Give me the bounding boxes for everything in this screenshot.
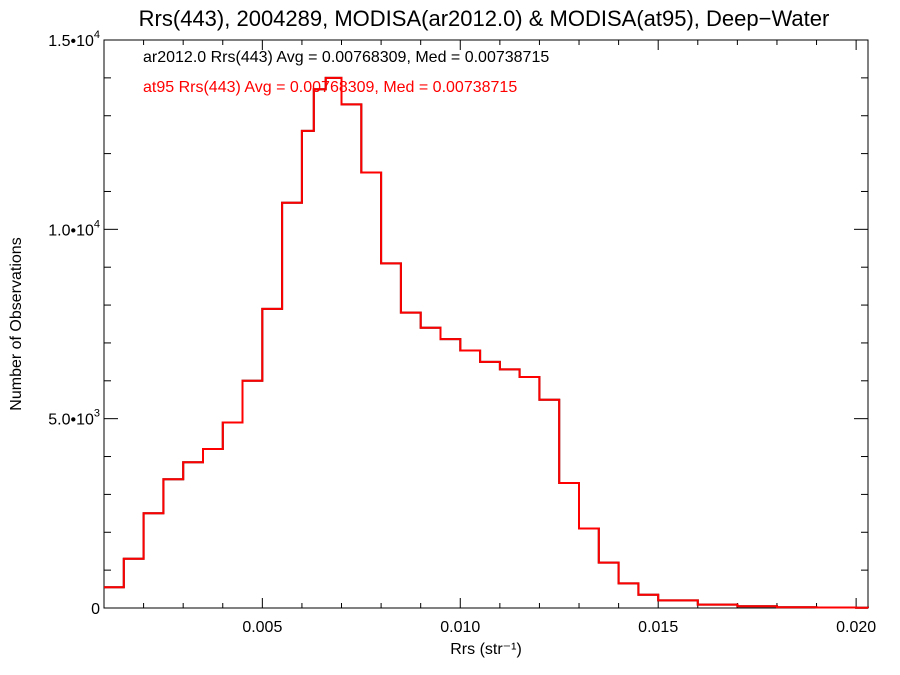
y-tick-label: 1.5•104 (48, 29, 100, 50)
x-tick-label: 0.015 (638, 619, 678, 636)
y-tick-label: 0 (91, 601, 100, 618)
series-line-0 (104, 76, 869, 609)
x-tick-label: 0.020 (836, 619, 876, 636)
x-tick-label: 0.010 (440, 619, 480, 636)
plot-frame (103, 39, 869, 609)
y-tick-label: 1.0•104 (48, 218, 100, 239)
x-axis-label: Rrs (str⁻¹) (450, 641, 522, 658)
annotation-ar2012: ar2012.0 Rrs(443) Avg = 0.00768309, Med … (143, 49, 549, 66)
series-layer (104, 76, 869, 609)
y-tick-label: 5.0•103 (48, 408, 100, 429)
y-axis-label: Number of Observations (8, 237, 25, 410)
y-axis: 0 5.0•103 1.0•104 1.5•104 (48, 29, 868, 618)
x-axis: 0.005 0.010 0.015 0.020 (143, 40, 876, 636)
series-line-1 (104, 76, 869, 609)
annotation-at95: at95 Rrs(443) Avg = 0.00768309, Med = 0.… (143, 79, 517, 96)
chart-title: Rrs(443), 2004289, MODISA(ar2012.0) & MO… (139, 6, 830, 31)
x-tick-label: 0.005 (242, 619, 282, 636)
